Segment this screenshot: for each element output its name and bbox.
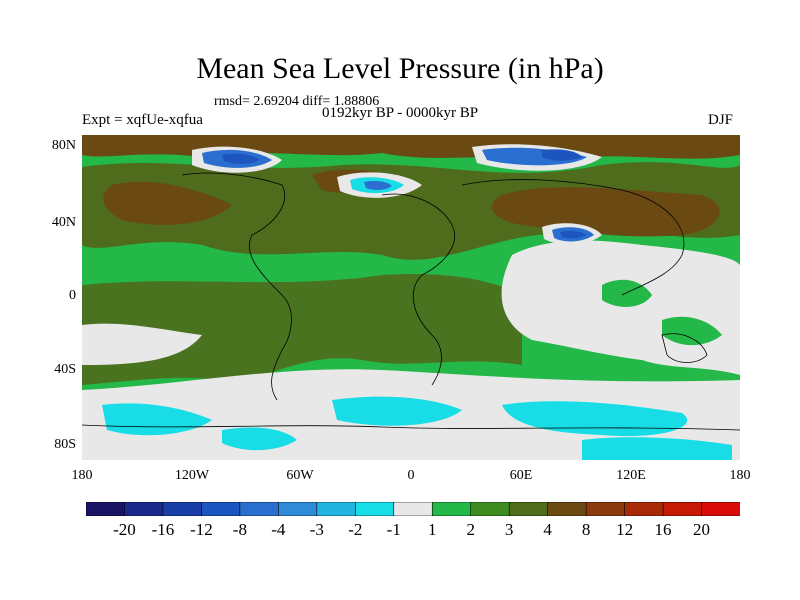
pressure-map [82, 135, 740, 460]
colorbar-label: -16 [151, 520, 175, 539]
period-label: 0192kyr BP - 0000kyr BP [322, 105, 479, 121]
colorbar-swatch [701, 502, 740, 516]
colorbar-label: 4 [543, 520, 552, 539]
lon-label-60e: 60E [509, 468, 533, 483]
lat-label-equator: 0 [69, 288, 76, 303]
colorbar-label: 3 [504, 520, 514, 539]
lon-label-120e: 120E [616, 468, 646, 483]
colorbar-swatch [201, 502, 241, 516]
colorbar-label: 2 [466, 520, 475, 539]
colorbar-swatch [585, 502, 626, 516]
season-label: DJF [708, 112, 734, 128]
colorbar-label: -1 [386, 520, 401, 539]
colorbar-swatch [393, 502, 433, 516]
colorbar-label: -3 [309, 520, 324, 539]
map-title: Mean Sea Level Pressure (in hPa) [196, 52, 604, 85]
lon-label-180w: 180 [71, 468, 93, 483]
colorbar-label: 20 [693, 520, 711, 539]
experiment-label: Expt = xqfUe-xqfua [82, 112, 203, 128]
colorbar-swatch [508, 502, 549, 516]
lat-label-40n: 40N [51, 215, 76, 230]
colorbar-label: 8 [581, 520, 591, 539]
colorbar-swatch [124, 502, 164, 516]
colorbar-label: -20 [113, 520, 136, 539]
colorbar-swatch [278, 502, 318, 516]
colorbar-swatch [624, 502, 664, 516]
colorbar-label: 1 [427, 520, 437, 539]
coastlines [82, 172, 740, 431]
colorbar-label: -8 [232, 520, 247, 539]
lat-label-80s: 80S [54, 437, 76, 452]
colorbar-swatch [354, 502, 395, 516]
colorbar-swatch [162, 502, 203, 516]
colorbar-label: -2 [348, 520, 363, 539]
colorbar-swatch [239, 502, 279, 516]
lon-label-0: 0 [407, 468, 415, 483]
colorbar-label: 16 [654, 520, 672, 539]
lon-label-60w: 60W [286, 468, 314, 483]
colorbar-swatch [547, 502, 587, 516]
colorbar-label: 12 [616, 520, 634, 539]
lat-label-80n: 80N [51, 138, 76, 153]
colorbar-swatch [86, 502, 126, 516]
lon-label-180e: 180 [729, 468, 751, 483]
colorbar-swatch [316, 502, 356, 516]
colorbar [86, 502, 740, 516]
colorbar-label: -12 [190, 520, 213, 539]
lon-label-120w: 120W [174, 468, 210, 483]
statistics-text: rmsd= 2.69204 diff= 1.88806 [214, 94, 380, 109]
lat-label-40s: 40S [54, 362, 76, 377]
colorbar-swatch [470, 502, 510, 516]
colorbar-swatch [431, 502, 472, 516]
colorbar-label: -4 [271, 520, 286, 539]
colorbar-swatch [662, 502, 703, 516]
